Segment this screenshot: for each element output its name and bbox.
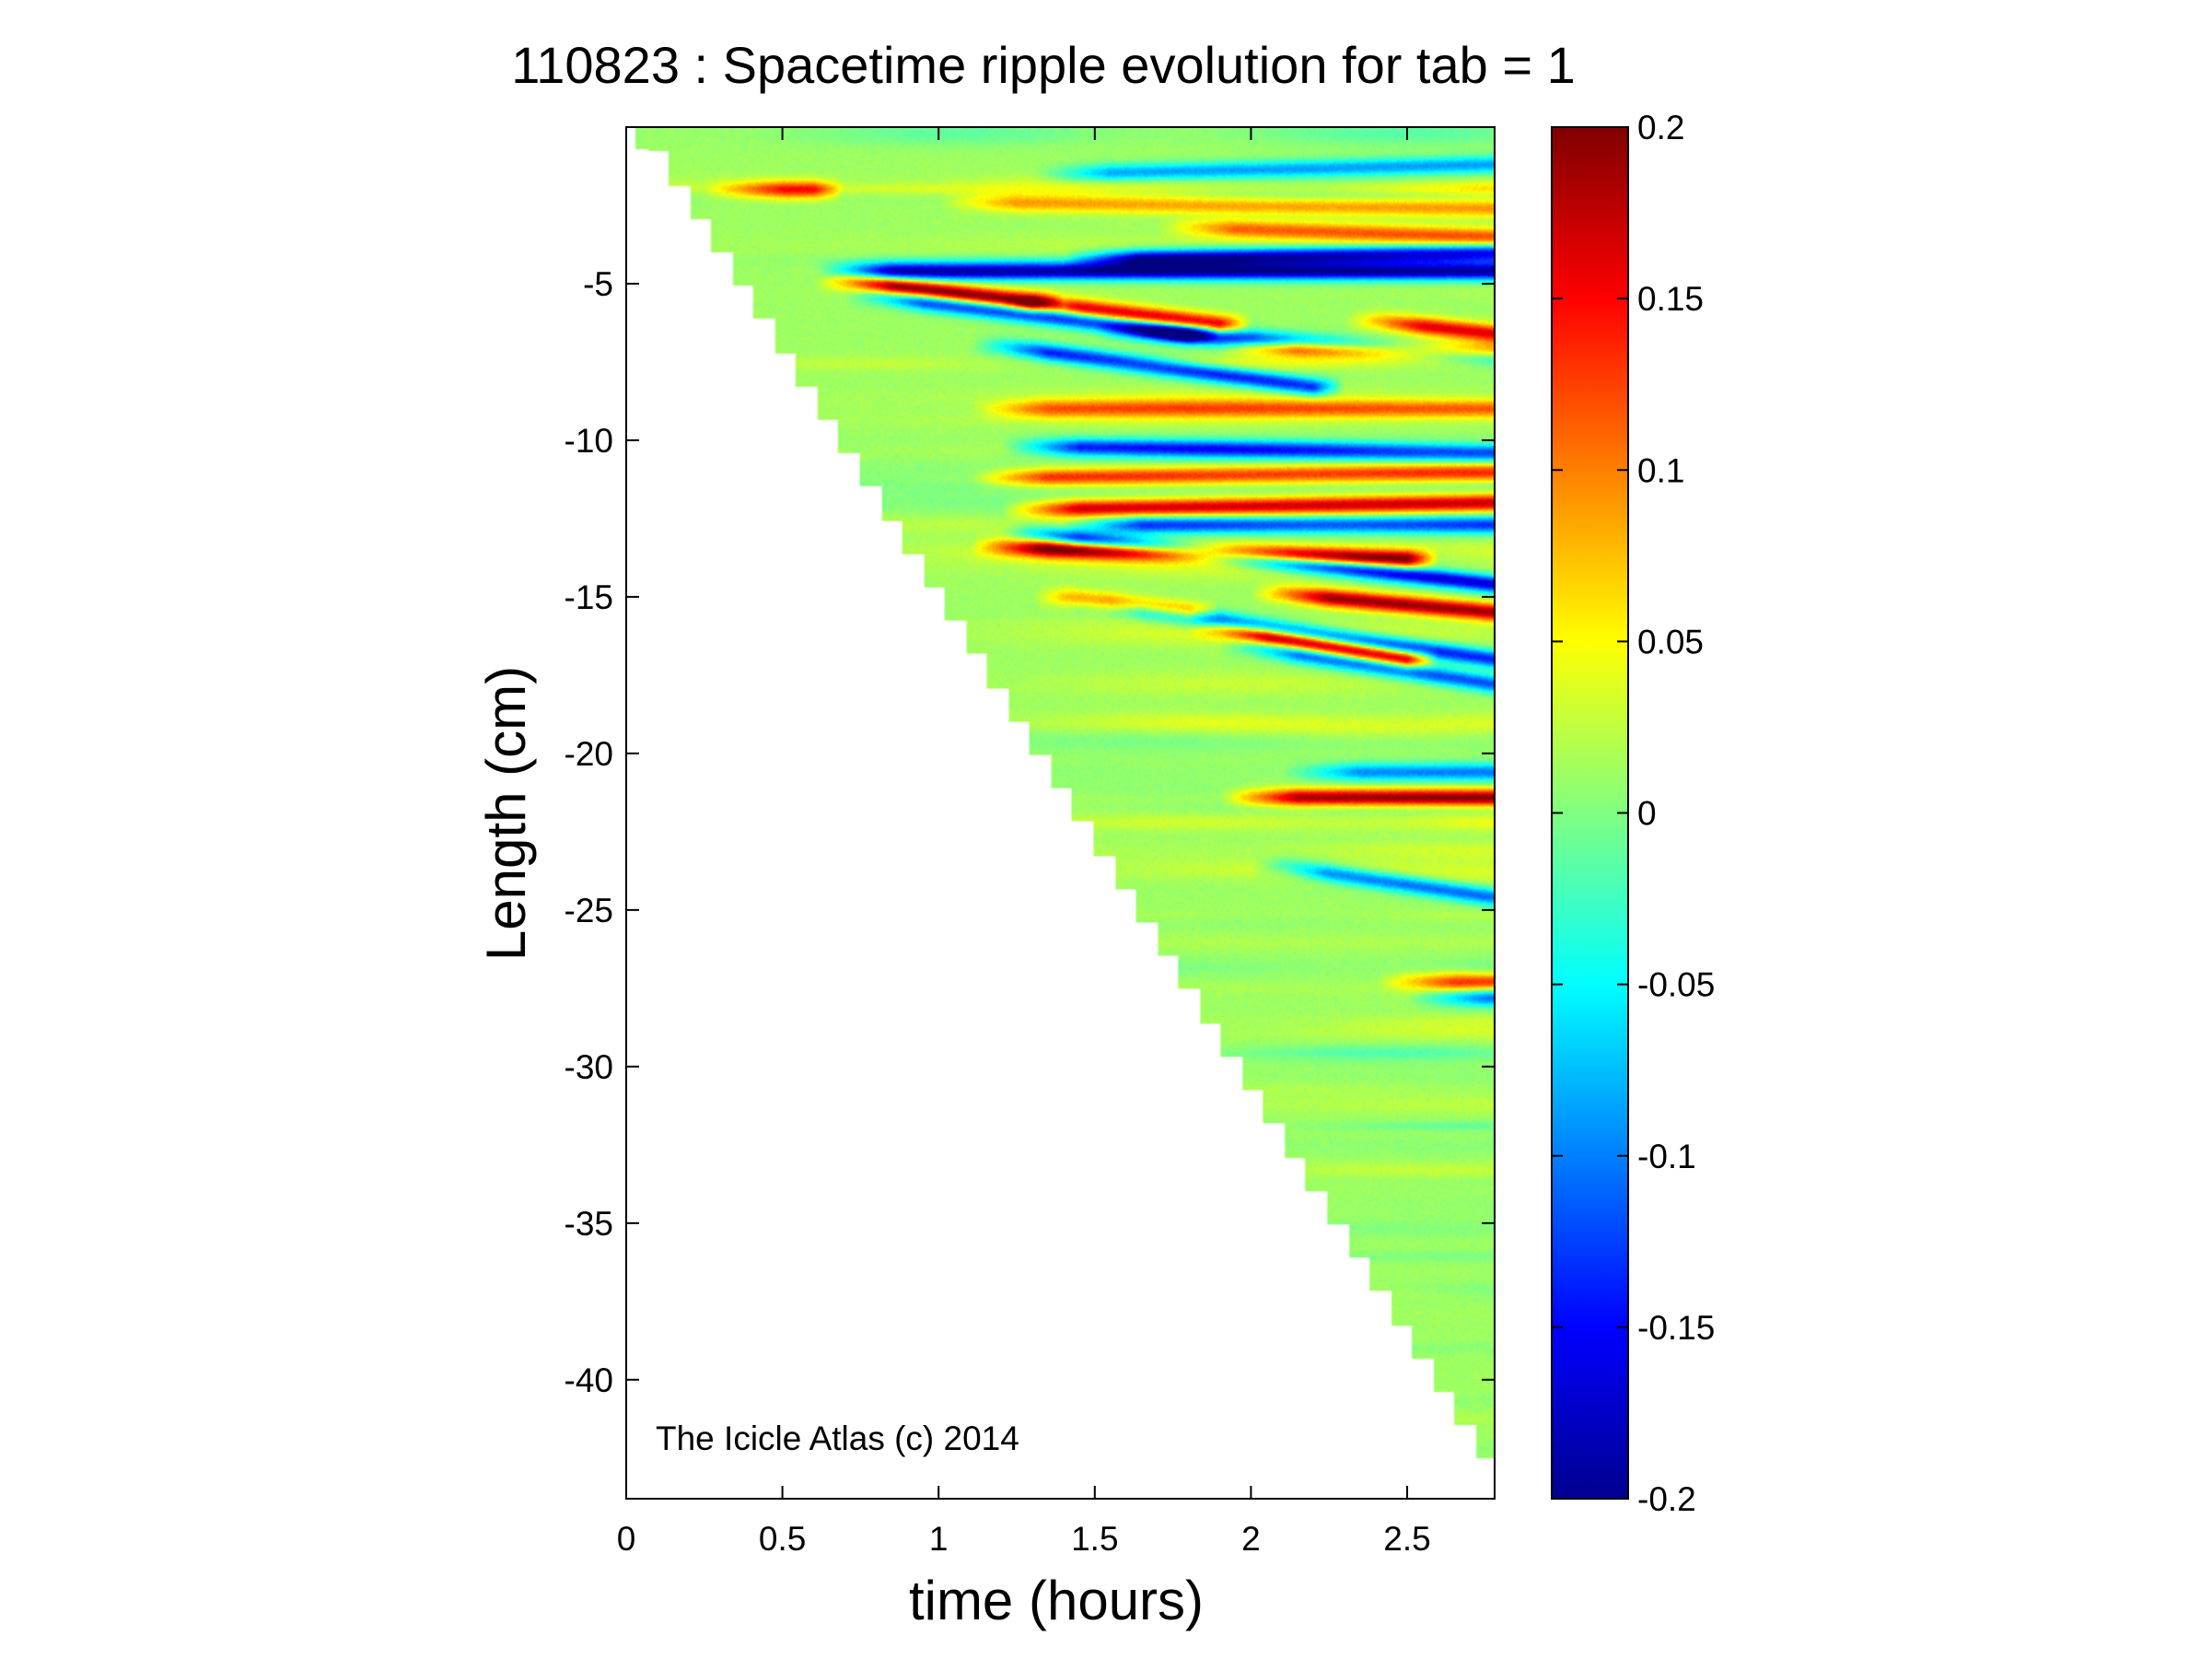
y-tick-label: -25 [565, 892, 613, 929]
x-tick-label: 0.5 [759, 1520, 806, 1558]
x-tick-label: 1.5 [1071, 1520, 1118, 1558]
colorbar: 0.2 0.15 0.1 0.05 0 -0.05 -0.1 -0.15 -0.2 [1551, 109, 1715, 1518]
colorbar-tick-label: 0 [1637, 795, 1657, 833]
x-tick-label: 0 [617, 1520, 636, 1558]
heatmap-plot: The Icicle Atlas (c) 2014 [625, 126, 1496, 1500]
chart-title: 110823 : Spacetime ripple evolution for … [511, 36, 1576, 94]
colorbar-tick-label: -0.2 [1637, 1480, 1696, 1518]
colorbar-tick-label: -0.15 [1637, 1309, 1715, 1347]
y-axis: -5 -10 -15 -20 -25 -30 -35 -40 [565, 265, 1495, 1399]
y-tick-label: -15 [565, 578, 613, 616]
x-tick-label: 2.5 [1383, 1520, 1430, 1558]
colorbar-tick-label: 0.05 [1637, 623, 1704, 660]
colorbar-tick-label: 0.15 [1637, 280, 1704, 318]
colorbar-bar [1551, 126, 1629, 1500]
plot-frame [625, 126, 1496, 1500]
colorbar-ticks: 0.2 0.15 0.1 0.05 0 -0.05 -0.1 -0.15 -0.2 [1552, 109, 1715, 1518]
colorbar-tick-label: -0.05 [1637, 966, 1715, 1004]
y-tick-label: -10 [565, 422, 613, 460]
y-axis-label: Length (cm) [475, 666, 537, 961]
x-tick-label: 2 [1241, 1520, 1261, 1558]
y-tick-label: -5 [583, 265, 613, 303]
colorbar-tick-label: 0.2 [1637, 109, 1684, 146]
y-tick-label: -20 [565, 735, 613, 773]
y-tick-label: -35 [565, 1205, 613, 1243]
y-tick-label: -30 [565, 1048, 613, 1086]
x-tick-label: 1 [929, 1520, 949, 1558]
colorbar-tick-label: 0.1 [1637, 451, 1684, 489]
colorbar-tick-label: -0.1 [1637, 1138, 1696, 1175]
y-tick-label: -40 [565, 1361, 613, 1399]
heatmap-image [626, 127, 1495, 1499]
x-axis-label: time (hours) [909, 1570, 1204, 1631]
copyright-watermark: The Icicle Atlas (c) 2014 [656, 1419, 1019, 1457]
x-axis: 0 0.5 1 1.5 2 2.5 [617, 127, 1431, 1558]
